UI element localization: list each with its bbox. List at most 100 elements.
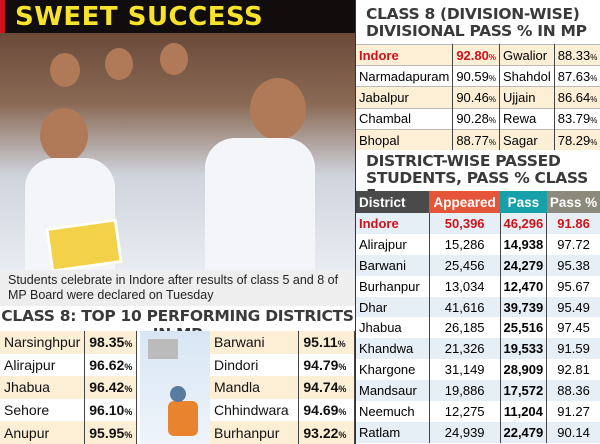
header-bar: SWEET SUCCESS <box>0 0 355 33</box>
district-row: Alirajpur 15,286 14,938 97.72 <box>356 233 600 255</box>
passed: 17,572 <box>500 380 548 402</box>
division-name: Chambal <box>356 107 454 130</box>
passed: 14,938 <box>500 233 548 255</box>
passed: 25,516 <box>500 317 548 339</box>
top10-row: Sehore 96.10% <box>0 398 138 422</box>
appeared: 21,326 <box>429 338 501 360</box>
division-row: Chambal 90.28% Rewa 83.79% <box>356 107 600 130</box>
pass-percent: 86.64% <box>554 86 600 109</box>
passed: 24,279 <box>500 254 548 276</box>
district-row: Dhar 41,616 39,739 95.49 <box>356 296 600 318</box>
district-row: Barwani 25,456 24,279 95.38 <box>356 254 600 276</box>
pass-percent: 98.35% <box>84 331 138 354</box>
top10-row: Barwani 95.11% <box>210 331 355 354</box>
division-row: Narmadapuram 90.59% Shahdol 87.63% <box>356 65 600 87</box>
right-column: CLASS 8 (DIVISION-WISE) DIVISIONAL PASS … <box>355 0 600 444</box>
appeared: 13,034 <box>429 275 501 297</box>
district-name: Dhar <box>356 296 430 318</box>
district-name: Chhindwara <box>210 398 300 422</box>
pass-percent: 96.42% <box>84 376 138 399</box>
appeared: 50,396 <box>429 213 501 234</box>
district-table: District Appeared Pass Pass % Indore 50,396 46… <box>356 191 600 443</box>
passed: 39,739 <box>500 296 548 318</box>
division-name: Shahdol <box>499 65 555 87</box>
left-column: SWEET SUCCESS Students celebrate in Indo… <box>0 0 355 444</box>
pass-percent: 92.80% <box>452 43 500 66</box>
district-name: Barwani <box>356 254 430 276</box>
pass-percent: 96.10% <box>84 398 138 422</box>
sweets-plate <box>45 218 123 270</box>
division-name: Jabalpur <box>356 86 454 109</box>
division-name: Indore <box>356 43 454 66</box>
district-name: Jhabua <box>0 376 86 399</box>
appeared: 26,185 <box>429 317 501 339</box>
top10-row: Jhabua 96.42% <box>0 376 138 399</box>
division-table: Indore 92.80% Gwalior 88.33% Narmadapuram 90.… <box>356 43 600 151</box>
district-name: Khandwa <box>356 338 430 360</box>
pass-percent: 95.38 <box>546 254 600 276</box>
column-header: Appeared <box>429 191 501 213</box>
pass-percent: 97.45 <box>546 317 600 339</box>
district-name: Barwani <box>210 331 300 354</box>
passed: 22,479 <box>500 421 548 443</box>
division-name: Ujjain <box>499 86 555 109</box>
top10-row: Mandla 94.74% <box>210 376 355 399</box>
pass-percent: 96.62% <box>84 353 138 377</box>
district-name: Ratlam <box>356 421 430 443</box>
district-name: Neemuch <box>356 401 430 422</box>
passed: 28,909 <box>500 359 548 381</box>
division-title: CLASS 8 (DIVISION-WISE) DIVISIONAL PASS … <box>366 5 587 40</box>
pass-percent: 83.79% <box>554 107 600 130</box>
top10-row: Anupur 95.95% <box>0 421 138 444</box>
top10-row: Burhanpur 93.22% <box>210 421 355 444</box>
passed: 11,204 <box>500 401 548 422</box>
division-row: Bhopal 88.77% Sagar 78.29% <box>356 128 600 151</box>
district-name: Anupur <box>0 421 86 444</box>
pass-percent: 94.79% <box>298 353 355 377</box>
students-photo <box>0 33 355 270</box>
passed: 46,296 <box>500 213 548 234</box>
district-row: Khandwa 21,326 19,533 91.59 <box>356 338 600 360</box>
pass-percent: 97.72 <box>546 233 600 255</box>
pass-percent: 88.33% <box>554 43 600 66</box>
pass-percent: 94.74% <box>298 376 355 399</box>
district-name: Khargone <box>356 359 430 381</box>
division-name: Narmadapuram <box>356 65 454 87</box>
pass-percent: 90.28% <box>452 107 500 130</box>
district-name: Mandsaur <box>356 380 430 402</box>
photo-caption: Students celebrate in Indore after resul… <box>0 270 355 306</box>
top10-row: Dindori 94.79% <box>210 353 355 377</box>
pass-percent: 95.49 <box>546 296 600 318</box>
district-row: Jhabua 26,185 25,516 97.45 <box>356 317 600 339</box>
pass-percent: 93.22% <box>298 421 355 444</box>
column-header: Pass <box>500 191 547 213</box>
pass-percent: 88.77% <box>452 128 500 151</box>
division-row: Jabalpur 90.46% Ujjain 86.64% <box>356 86 600 109</box>
pass-percent: 78.29% <box>554 128 600 151</box>
appeared: 25,456 <box>429 254 501 276</box>
appeared: 19,886 <box>429 380 501 402</box>
pass-percent: 94.69% <box>298 398 355 422</box>
district-name: Indore <box>356 213 430 234</box>
pass-percent: 91.59 <box>546 338 600 360</box>
pass-percent: 92.81 <box>546 359 600 381</box>
pass-percent: 95.11% <box>298 331 355 354</box>
district-name: Narsinghpur <box>0 331 86 354</box>
pass-percent: 91.86 <box>546 213 600 234</box>
passed: 19,533 <box>500 338 548 360</box>
top10-row: Chhindwara 94.69% <box>210 398 355 422</box>
district-row: Khargone 31,149 28,909 92.81 <box>356 359 600 381</box>
top10-left-table: Narsinghpur 98.35% Alirajpur 96.62% Jhabua 96… <box>0 331 138 444</box>
district-name: Sehore <box>0 398 86 422</box>
district-name: Dindori <box>210 353 300 377</box>
district-name: Mandla <box>210 376 300 399</box>
division-name: Bhopal <box>356 128 454 151</box>
pass-percent: 90.14 <box>546 421 600 443</box>
district-title: DISTRICT-WISE PASSED STUDENTS, PASS % CL… <box>366 152 588 204</box>
district-name: Alirajpur <box>0 353 86 377</box>
district-name: Burhanpur <box>356 275 430 297</box>
district-row: Mandsaur 19,886 17,572 88.36 <box>356 380 600 402</box>
appeared: 15,286 <box>429 233 501 255</box>
district-row: Neemuch 12,275 11,204 91.27 <box>356 401 600 422</box>
district-name: Jhabua <box>356 317 430 339</box>
